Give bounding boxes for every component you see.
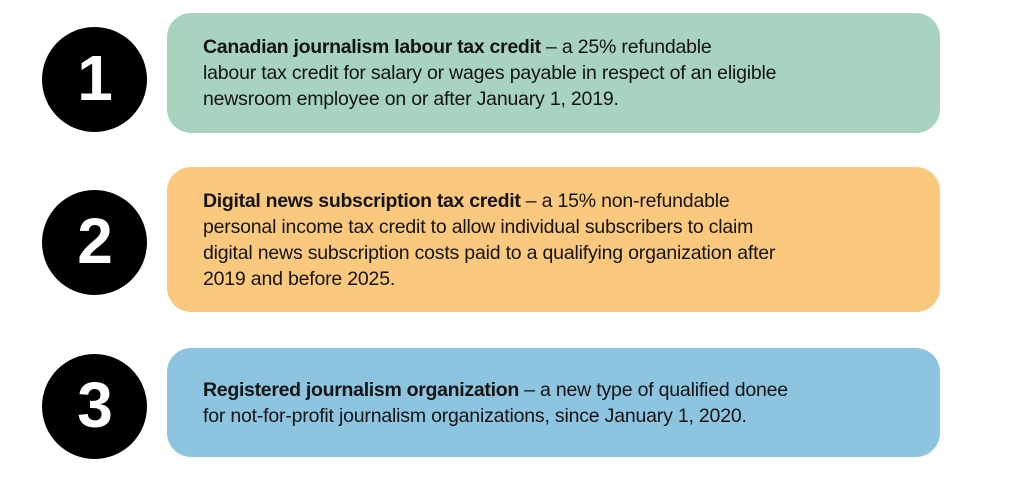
card-text-line: newsroom employee on or after January 1,… — [203, 88, 619, 110]
card-text: – a 15% non-refundable — [525, 189, 730, 212]
info-card-registered-journalism-organization: Registered journalism organization – a n… — [167, 348, 940, 457]
card-text-line: for not-for-profit journalism organizati… — [203, 404, 747, 427]
card-text-line: labour tax credit for salary or wages pa… — [203, 62, 777, 84]
card-text-line: digital news subscription costs paid to … — [203, 241, 776, 264]
info-card-labour-tax-credit: Canadian journalism labour tax credit – … — [167, 13, 940, 133]
number-badge-1: 1 — [42, 27, 147, 132]
card-text-line: personal income tax credit to allow indi… — [203, 215, 754, 238]
badge-number-2: 2 — [77, 204, 113, 277]
number-badge-2: 2 — [42, 190, 147, 295]
card-title: Registered journalism organization — [203, 378, 519, 401]
card-text-line: 2019 and before 2025. — [203, 267, 396, 290]
card-text: – a 25% refundable — [546, 36, 712, 58]
card-title: Digital news subscription tax credit — [203, 189, 521, 212]
card-text-line: Canadian journalism labour tax credit – … — [203, 34, 904, 60]
card-text: – a new type of qualified donee — [524, 378, 788, 401]
number-badge-3: 3 — [42, 354, 147, 459]
info-card-subscription-tax-credit: Digital news subscription tax credit – a… — [167, 167, 940, 312]
card-text-line: Registered journalism organization – a n… — [203, 377, 904, 403]
badge-number-3: 3 — [77, 368, 113, 441]
card-title: Canadian journalism labour tax credit — [203, 36, 541, 58]
card-text-line: Digital news subscription tax credit – a… — [203, 188, 904, 214]
badge-number-1: 1 — [77, 41, 113, 114]
